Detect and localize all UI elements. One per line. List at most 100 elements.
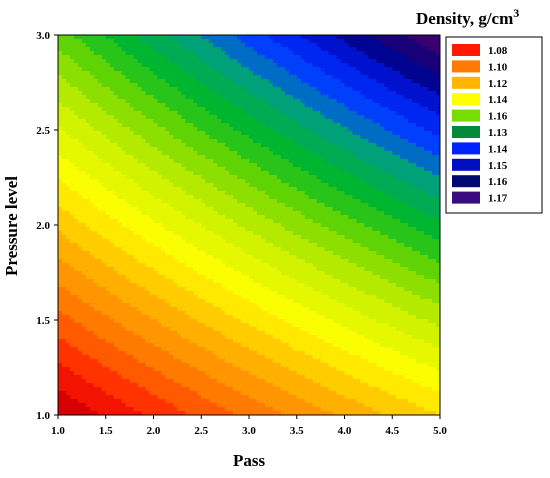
contour-cell bbox=[256, 203, 262, 208]
contour-cell bbox=[61, 143, 67, 148]
contour-cell bbox=[89, 187, 95, 192]
contour-cell bbox=[348, 39, 354, 44]
contour-cell bbox=[221, 179, 226, 184]
contour-cell bbox=[81, 135, 87, 140]
contour-cell bbox=[432, 159, 437, 164]
contour-cell bbox=[412, 171, 417, 176]
contour-cell bbox=[153, 135, 159, 140]
contour-cell bbox=[260, 67, 266, 72]
contour-cell bbox=[221, 91, 226, 96]
contour-cell bbox=[404, 55, 409, 60]
contour-cell bbox=[133, 167, 139, 172]
contour-cell bbox=[137, 35, 143, 40]
contour-cell bbox=[245, 171, 250, 176]
contour-cell bbox=[416, 51, 421, 56]
contour-cell bbox=[217, 155, 222, 160]
contour-cell bbox=[312, 107, 318, 112]
contour-cell bbox=[225, 187, 230, 192]
contour-cell bbox=[400, 183, 405, 188]
contour-cell bbox=[400, 115, 405, 120]
contour-cell bbox=[356, 103, 362, 108]
contour-cell bbox=[97, 131, 103, 136]
contour-cell bbox=[121, 111, 127, 116]
contour-cell bbox=[420, 171, 425, 176]
contour-cell bbox=[328, 179, 334, 184]
contour-cell bbox=[332, 63, 338, 68]
contour-cell bbox=[225, 67, 230, 72]
contour-cell bbox=[173, 171, 178, 176]
contour-cell bbox=[356, 107, 362, 112]
contour-cell bbox=[201, 195, 206, 200]
contour-cell bbox=[109, 235, 115, 240]
contour-cell bbox=[252, 67, 258, 72]
contour-cell bbox=[177, 211, 182, 216]
contour-cell bbox=[344, 119, 350, 124]
contour-cell bbox=[121, 71, 127, 76]
contour-cell bbox=[268, 227, 274, 232]
contour-cell bbox=[308, 155, 314, 160]
contour-cell bbox=[296, 83, 302, 88]
contour-cell bbox=[272, 199, 278, 204]
contour-cell bbox=[316, 167, 322, 172]
contour-cell bbox=[189, 51, 194, 56]
contour-cell bbox=[165, 79, 171, 84]
contour-cell bbox=[89, 91, 95, 96]
contour-cell bbox=[396, 191, 401, 196]
contour-cell bbox=[328, 167, 334, 172]
contour-cell bbox=[161, 47, 167, 52]
contour-cell bbox=[93, 99, 99, 104]
contour-cell bbox=[205, 207, 210, 212]
contour-cell bbox=[105, 175, 111, 180]
contour-cell bbox=[117, 215, 123, 220]
contour-cell bbox=[384, 191, 389, 196]
contour-cell bbox=[288, 131, 294, 136]
contour-cell bbox=[332, 227, 338, 232]
contour-cell bbox=[109, 63, 115, 68]
contour-cell bbox=[117, 111, 123, 116]
contour-cell bbox=[396, 199, 401, 204]
contour-cell bbox=[105, 71, 111, 76]
contour-cell bbox=[93, 135, 99, 140]
contour-cell bbox=[260, 79, 266, 84]
contour-cell bbox=[324, 175, 330, 180]
contour-cell bbox=[432, 191, 437, 196]
contour-cell bbox=[181, 39, 186, 44]
contour-cell bbox=[256, 59, 262, 64]
contour-cell bbox=[69, 219, 75, 224]
contour-cell bbox=[308, 143, 314, 148]
contour-cell bbox=[344, 159, 350, 164]
contour-cell bbox=[428, 223, 433, 228]
contour-cell bbox=[404, 175, 409, 180]
contour-cell bbox=[181, 227, 186, 232]
contour-cell bbox=[280, 99, 286, 104]
contour-cell bbox=[85, 111, 91, 116]
contour-cell bbox=[380, 151, 385, 156]
contour-cell bbox=[97, 159, 103, 164]
contour-cell bbox=[428, 87, 433, 92]
contour-cell bbox=[109, 183, 115, 188]
contour-cell bbox=[225, 63, 230, 68]
contour-cell bbox=[149, 35, 155, 40]
contour-cell bbox=[149, 199, 155, 204]
contour-cell bbox=[117, 87, 123, 92]
contour-cell bbox=[424, 187, 429, 192]
contour-cell bbox=[105, 187, 111, 192]
contour-cell bbox=[296, 219, 302, 224]
contour-cell bbox=[81, 107, 87, 112]
contour-cell bbox=[209, 99, 214, 104]
contour-cell bbox=[233, 207, 238, 212]
contour-cell bbox=[292, 71, 298, 76]
contour-cell bbox=[292, 119, 298, 124]
contour-cell bbox=[436, 199, 440, 204]
contour-cell bbox=[225, 223, 230, 228]
contour-cell bbox=[344, 155, 350, 160]
contour-cell bbox=[93, 67, 99, 72]
contour-cell bbox=[260, 211, 266, 216]
contour-cell bbox=[61, 231, 67, 236]
contour-cell bbox=[288, 35, 294, 40]
contour-cell bbox=[284, 211, 290, 216]
contour-cell bbox=[189, 155, 194, 160]
contour-cell bbox=[113, 195, 119, 200]
contour-cell bbox=[352, 155, 358, 160]
contour-cell bbox=[368, 159, 373, 164]
